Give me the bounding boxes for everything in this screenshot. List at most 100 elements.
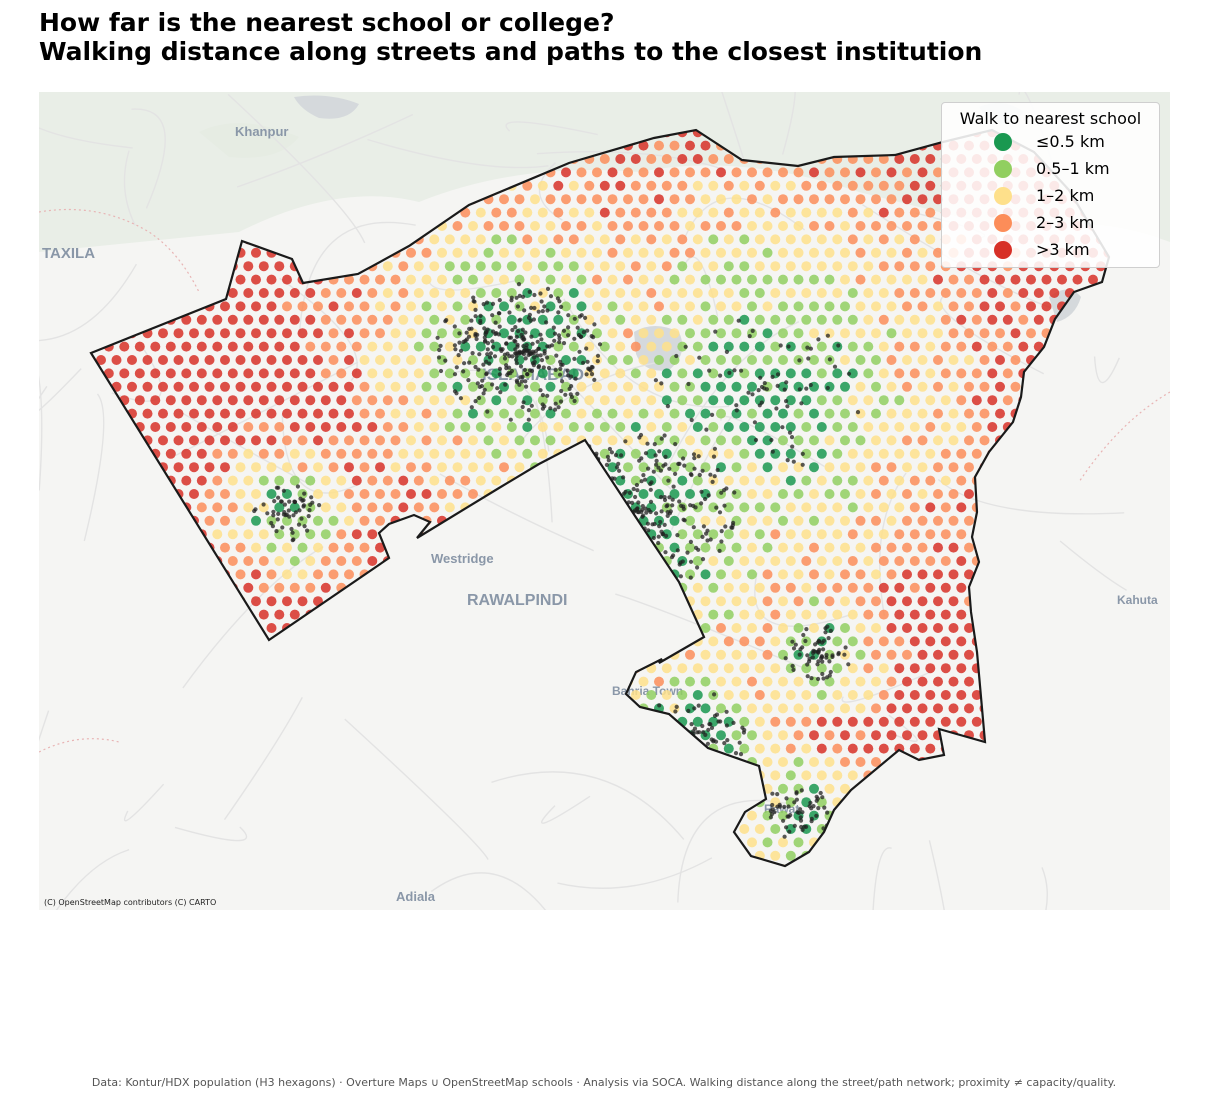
hexagon-dot xyxy=(251,542,261,553)
school-point xyxy=(842,652,847,657)
hexagon-dot xyxy=(948,328,959,339)
hexagon-dot xyxy=(762,703,773,714)
road xyxy=(1059,540,1127,591)
hexagon-dot xyxy=(607,381,618,392)
hexagon-dot xyxy=(747,623,757,633)
hexagon-dot xyxy=(677,234,688,245)
school-point xyxy=(556,333,562,338)
hexagon-dot xyxy=(909,556,920,566)
hexagon-dot xyxy=(692,475,703,486)
hexagon-dot xyxy=(576,381,587,392)
hexagon-dot xyxy=(785,422,796,432)
hexagon-dot xyxy=(475,341,486,352)
road xyxy=(227,93,366,244)
hexagon-dot xyxy=(723,154,734,164)
hexagon-dot xyxy=(452,221,463,231)
hexagon-dot xyxy=(964,435,974,446)
hexagon-dot xyxy=(708,556,719,566)
road xyxy=(491,771,685,840)
hexagon-dot xyxy=(785,529,796,540)
hexagon-dot xyxy=(747,301,757,312)
hexagon-dot xyxy=(840,730,850,741)
hexagon-dot xyxy=(468,274,478,285)
hexagon-dot xyxy=(196,422,207,432)
hexagon-dot xyxy=(351,368,362,379)
hexagon-dot xyxy=(940,422,951,432)
hexagon-dot xyxy=(793,569,804,580)
hexagon-dot xyxy=(793,837,804,848)
hexagon-dot xyxy=(274,314,285,325)
hexagon-dot xyxy=(909,716,920,727)
hexagon-dot xyxy=(204,462,215,473)
hexagon-dot xyxy=(1002,288,1013,298)
hexagon-dot xyxy=(320,368,331,379)
hexagon-dot xyxy=(886,542,897,553)
hexagon-dot xyxy=(731,381,742,392)
road xyxy=(781,92,796,155)
hexagon-dot xyxy=(847,556,858,566)
hexagon-dot xyxy=(266,274,277,285)
place-label: Kahuta xyxy=(1117,593,1158,607)
hexagon-dot xyxy=(499,274,509,285)
hexagon-dot xyxy=(289,314,300,325)
hexagon-dot xyxy=(390,301,401,312)
hexagon-dot xyxy=(762,676,773,687)
hexagon-dot xyxy=(739,743,750,754)
hexagon-dot xyxy=(886,355,897,365)
hexagon-dot xyxy=(576,167,587,178)
hexagon-dot xyxy=(785,770,796,781)
hexagon-dot xyxy=(855,221,866,231)
hexagon-dot xyxy=(902,221,912,231)
hexagon-dot xyxy=(894,529,905,540)
hexagon-dot xyxy=(785,609,796,620)
school-point xyxy=(740,725,745,730)
hexagon-dot xyxy=(677,448,688,459)
hexagon-dot xyxy=(220,381,230,392)
hexagon-dot xyxy=(274,368,285,379)
hexagon-dot xyxy=(739,180,750,191)
school-point xyxy=(704,427,709,432)
hexagon-dot xyxy=(863,743,874,754)
hexagon-dot xyxy=(251,515,261,526)
hexagon-dot xyxy=(964,676,974,687)
hexagon-dot xyxy=(623,462,633,473)
hexagon-dot xyxy=(700,542,711,553)
hexagon-dot xyxy=(514,462,525,473)
school-point xyxy=(677,499,682,504)
hexagon-dot xyxy=(506,314,517,325)
school-point xyxy=(640,504,645,509)
hexagon-dot xyxy=(429,395,440,406)
hexagon-dot xyxy=(948,274,959,285)
hexagon-dot xyxy=(266,408,277,419)
hexagon-dot xyxy=(778,489,788,499)
hexagon-dot xyxy=(933,328,943,339)
hexagon-dot xyxy=(840,703,850,714)
hexagon-dot xyxy=(847,180,858,191)
school-point xyxy=(487,355,493,360)
hexagon-dot xyxy=(297,462,308,473)
hexagon-dot xyxy=(227,448,238,459)
hexagon-dot xyxy=(964,649,974,660)
hexagon-dot xyxy=(398,314,409,325)
hexagon-dot xyxy=(871,730,881,741)
hexagon-dot xyxy=(739,288,750,298)
hexagon-dot xyxy=(413,475,424,486)
school-point xyxy=(560,379,565,384)
hexagon-dot xyxy=(623,274,633,285)
hexagon-dot xyxy=(778,810,788,821)
hexagon-dot xyxy=(351,502,362,513)
hexagon-dot xyxy=(855,274,866,285)
hexagon-dot xyxy=(894,609,905,620)
hexagon-dot xyxy=(948,569,959,580)
hexagon-dot xyxy=(1002,395,1013,406)
school-point xyxy=(302,491,307,496)
hexagon-dot xyxy=(917,328,928,339)
hexagon-dot xyxy=(421,462,432,473)
hexagon-dot xyxy=(940,288,951,298)
hexagon-dot xyxy=(328,489,339,499)
school-point xyxy=(691,525,696,530)
school-point xyxy=(566,313,571,318)
hexagon-dot xyxy=(871,381,881,392)
school-point xyxy=(794,797,800,802)
hexagon-dot xyxy=(460,234,471,245)
